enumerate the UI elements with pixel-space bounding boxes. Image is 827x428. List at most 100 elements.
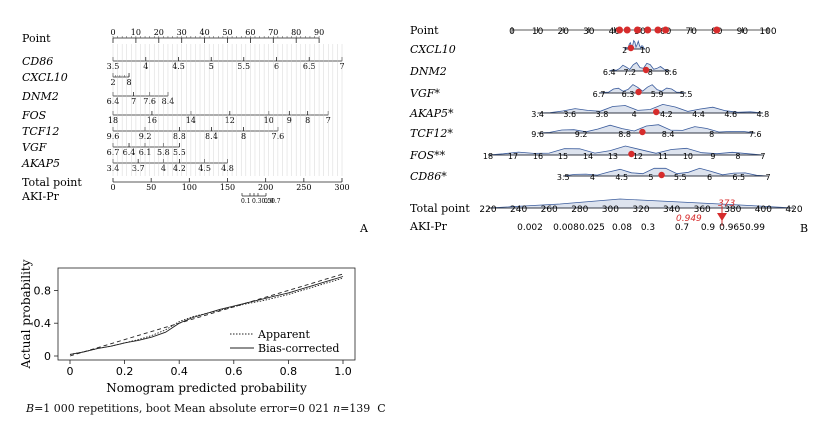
c-ytick-label-1: 0.4 (34, 317, 52, 330)
b-tick-label-3-7: 4.8 (757, 110, 770, 119)
b-row-label-5: FOS** (409, 149, 446, 162)
b-tick-label-4-5: 7.6 (749, 130, 762, 139)
a-tick-label-1-5: 6 (274, 62, 279, 71)
b-point-marker-1 (623, 26, 631, 34)
b-tick-label-5-7: 11 (658, 152, 668, 161)
a-akipr-label-0: 0.1 (241, 198, 251, 205)
b-tick-label-6-2: 4.5 (615, 173, 628, 182)
b-point-tick-label-0: 0 (509, 27, 515, 37)
b-tick-label-5-10: 8 (735, 152, 740, 161)
c-xtick-label-1: 0.2 (116, 365, 134, 378)
b-total-tick-label-6: 340 (663, 205, 680, 215)
b-point-label: Point (410, 24, 439, 37)
b-row-marker-1 (642, 66, 650, 74)
a-tick-label-0-5: 50 (222, 28, 232, 37)
b-total-value: 373 (718, 199, 735, 209)
b-row-label-0: CXCL10 (410, 43, 456, 56)
a-row-label-3: DNM2 (21, 90, 59, 103)
b-point-tick-label-1: 10 (532, 27, 544, 37)
b-row-marker-4 (639, 128, 646, 136)
b-total-label: Total point (410, 202, 470, 215)
b-point-marker-6 (713, 26, 721, 34)
b-tick-label-5-1: 17 (508, 152, 518, 161)
b-tick-label-5-9: 9 (710, 152, 715, 161)
b-tick-label-4-3: 8.4 (662, 130, 675, 139)
a-row-label-9: AKI-Pr (21, 190, 60, 203)
a-row-label-2: CXCL10 (22, 71, 68, 84)
b-tick-label-2-3: 5.5 (680, 90, 693, 99)
a-row-label-1: CD86 (22, 55, 53, 68)
b-risk-tick-label-8: 0.99 (745, 223, 765, 233)
a-tick-label-3-1: 7 (131, 97, 136, 106)
panel-c-label: C (377, 402, 386, 415)
a-tick-label-4-3: 12 (225, 116, 235, 125)
b-row-label-3: AKAP5* (409, 107, 454, 120)
b-tick-label-3-4: 4.2 (660, 110, 673, 119)
a-tick-label-0-6: 60 (245, 28, 255, 37)
b-tick-label-4-4: 8 (709, 130, 714, 139)
a-tick-label-8-4: 200 (258, 183, 273, 192)
b-tick-label-0-0: 2 (622, 46, 627, 55)
b-tick-label-5-11: 7 (760, 152, 765, 161)
b-risk-tick-label-3: 0.08 (612, 223, 632, 233)
a-tick-label-7-1: 3.7 (132, 164, 145, 173)
b-tick-label-1-0: 6.4 (603, 68, 616, 77)
c-legend-apparent: Apparent (257, 328, 310, 341)
b-tick-label-5-0: 18 (483, 152, 493, 161)
a-tick-label-4-1: 16 (147, 116, 157, 125)
b-tick-label-3-0: 3.4 (531, 110, 544, 119)
a-tick-label-8-1: 50 (146, 183, 156, 192)
b-total-tick-label-9: 400 (755, 205, 772, 215)
b-tick-label-6-1: 4 (590, 173, 595, 182)
b-row-marker-5 (628, 150, 635, 158)
b-tick-label-6-0: 3.5 (557, 173, 570, 182)
c-ytick-label-0: 0 (44, 350, 51, 363)
b-row-marker-0 (627, 44, 635, 52)
b-point-marker-0 (616, 26, 624, 34)
b-total-tick-label-10: 420 (785, 205, 802, 215)
b-row-label-1: DNM2 (409, 65, 447, 78)
a-tick-label-2-1: 8 (126, 78, 131, 87)
b-tick-label-5-8: 10 (683, 152, 693, 161)
b-tick-label-2-1: 6.3 (622, 90, 635, 99)
b-row-label-2: VGF* (410, 87, 440, 100)
a-row-label-6: VGF (22, 141, 47, 154)
b-risk-tick-label-2: 0.025 (579, 223, 605, 233)
a-tick-label-1-2: 4.5 (172, 62, 185, 71)
c-legend-bias: Bias-corrected (258, 342, 339, 355)
a-tick-label-0-3: 30 (177, 28, 187, 37)
b-tick-label-4-0: 9.6 (531, 130, 544, 139)
a-row-label-4: FOS (21, 109, 47, 122)
b-point-marker-3 (644, 26, 652, 34)
a-tick-label-4-6: 8 (305, 116, 310, 125)
b-tick-label-5-6: 12 (633, 152, 643, 161)
b-row-label-4: TCF12* (410, 127, 453, 140)
c-xlabel: Nomogram predicted probability (106, 381, 307, 395)
b-tick-label-5-5: 13 (608, 152, 618, 161)
a-tick-label-5-4: 8 (241, 132, 246, 141)
b-tick-label-6-7: 7 (765, 173, 770, 182)
b-risk-tick-label-6: 0.9 (701, 223, 716, 233)
b-tick-label-3-3: 4 (632, 110, 637, 119)
a-tick-label-5-3: 8.4 (205, 132, 218, 141)
b-risk-tick-label-4: 0.3 (641, 223, 655, 233)
c-xtick-label-3: 0.6 (225, 365, 243, 378)
b-density-4 (537, 124, 756, 134)
a-tick-label-6-4: 5.5 (173, 148, 186, 157)
b-density-2 (598, 84, 687, 94)
a-panel-label: A (359, 222, 369, 235)
b-tick-label-5-3: 15 (558, 152, 568, 161)
b-density-5 (487, 145, 763, 156)
b-point-tick-label-7: 70 (685, 27, 697, 37)
b-density-3 (537, 103, 763, 114)
b-tick-label-3-5: 4.4 (692, 110, 705, 119)
a-tick-label-0-2: 20 (154, 28, 164, 37)
a-tick-label-0-4: 40 (200, 28, 210, 37)
b-total-tick-label-4: 300 (602, 205, 619, 215)
b-point-marker-4 (654, 26, 662, 34)
b-tick-label-4-2: 8.8 (618, 130, 631, 139)
footnote-b: B (26, 402, 35, 415)
b-point-marker-2 (633, 26, 641, 34)
a-akipr-label-1: 0.30.50.7 (252, 198, 281, 205)
b-tick-label-3-6: 4.6 (724, 110, 737, 119)
